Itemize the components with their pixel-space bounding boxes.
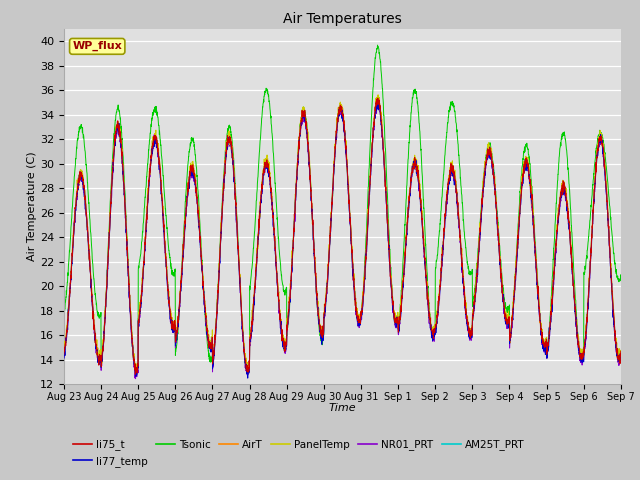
Text: WP_flux: WP_flux bbox=[72, 41, 122, 51]
Legend: li75_t, li77_temp, Tsonic, AirT, PanelTemp, NR01_PRT, AM25T_PRT: li75_t, li77_temp, Tsonic, AirT, PanelTe… bbox=[69, 435, 529, 471]
X-axis label: Time: Time bbox=[328, 403, 356, 413]
Y-axis label: Air Temperature (C): Air Temperature (C) bbox=[28, 152, 37, 261]
Title: Air Temperatures: Air Temperatures bbox=[283, 12, 402, 26]
